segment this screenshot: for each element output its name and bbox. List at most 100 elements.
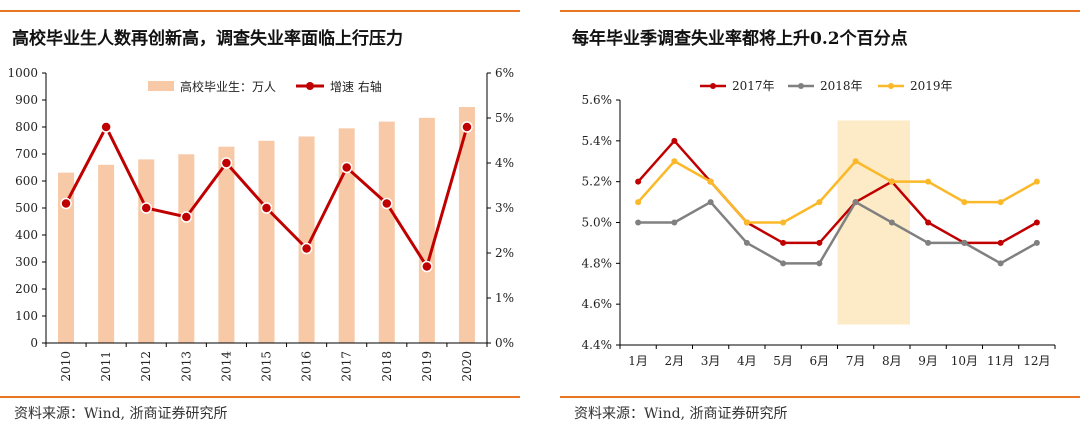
series-point-2017年-2月: [671, 137, 678, 144]
left-source: 资料来源：Wind, 浙商证券研究所: [14, 406, 228, 422]
bar-2015: [258, 140, 275, 343]
series-point-2018年-2月: [671, 219, 678, 226]
left-chart-title: 高校毕业生人数再创新高，调查失业率面临上行压力: [12, 29, 403, 49]
x-tick-label: 1月: [628, 354, 648, 368]
left-y-tick-label: 0: [30, 336, 38, 350]
left-y-tick-label: 700: [15, 147, 38, 161]
right-chart: 4.4% 4.6% 4.8% 5.0% 5.2% 5.4% 5.6% 1月 2月 3月 4月 5月 6月…: [582, 79, 1056, 368]
x-tick-label: 7月: [846, 354, 866, 368]
series-point-2018年-10月: [961, 239, 968, 246]
x-tick-label: 2017: [340, 351, 354, 382]
series-point-2019年-9月: [925, 178, 932, 185]
right-bottom-rule: [560, 396, 1080, 398]
growth-point-2017: [340, 161, 353, 174]
bar-2010: [58, 172, 75, 343]
x-tick-label: 5月: [773, 354, 793, 368]
right-top-rule: [560, 10, 1080, 12]
y-tick-label: 5.6%: [582, 93, 613, 107]
x-tick-label: 2014: [219, 351, 233, 382]
left-y-tick-label: 200: [15, 282, 38, 296]
y-tick-label: 4.8%: [582, 256, 613, 270]
series-line-2019年: [637, 159, 1038, 224]
left-y-tick-label: 300: [15, 255, 38, 269]
x-tick-label: 2020: [460, 351, 474, 382]
growth-point-2018: [381, 197, 393, 210]
growth-point-2013: [180, 211, 193, 223]
x-tick-label: 10月: [951, 354, 978, 368]
left-y-tick-label: 400: [15, 228, 38, 242]
y-tick-label: 5.4%: [582, 134, 613, 148]
series-point-2017年-1月: [635, 178, 642, 185]
left-y-tick-label: 1000: [7, 66, 38, 80]
series-point-2018年-8月: [888, 219, 895, 226]
left-y-tick-label: 800: [15, 120, 38, 134]
x-tick-label: 3月: [701, 354, 721, 368]
right-source: 资料来源：Wind, 浙商证券研究所: [574, 406, 788, 422]
bar-2012: [138, 159, 155, 343]
right-y-tick-label: 3%: [495, 201, 514, 215]
bar-2019: [418, 117, 435, 343]
left-chart: 0 100 200 300 400 500 600 700 800 900 1000 0% 1% 2% 3%…: [7, 66, 514, 382]
bar-2014: [218, 146, 235, 343]
series-point-2019年-8月: [888, 178, 895, 185]
series-point-2017年-5月: [780, 239, 787, 246]
series-point-2017年-6月: [816, 239, 823, 246]
y-tick-label: 5.2%: [582, 175, 613, 189]
x-tick-label: 9月: [918, 354, 938, 368]
x-tick-label: 2018: [380, 351, 394, 382]
legend-marker-2019年: [888, 83, 894, 89]
legend-label-2017年: 2017年: [732, 79, 775, 93]
left-y-tick-label: 900: [15, 93, 38, 107]
series-point-2018年-4月: [743, 239, 750, 246]
x-tick-label: 12月: [1023, 354, 1050, 368]
left-top-rule: [0, 10, 520, 12]
series-point-2019年-6月: [816, 199, 823, 206]
x-tick-label: 2015: [260, 351, 274, 382]
x-tick-label: 2013: [179, 351, 193, 382]
x-tick-label: 6月: [810, 354, 830, 368]
legend-bar-label: 高校毕业生：万人: [180, 79, 276, 94]
x-tick-label: 2010: [59, 351, 73, 382]
left-y-tick-label: 500: [15, 201, 38, 215]
legend-label-2018年: 2018年: [820, 79, 863, 93]
series-point-2017年-11月: [997, 239, 1004, 246]
series-point-2017年-9月: [925, 219, 932, 226]
growth-point-2020: [461, 121, 473, 133]
growth-point-2016: [300, 242, 313, 255]
growth-point-2011: [100, 121, 112, 133]
y-tick-label: 4.4%: [582, 338, 613, 352]
series-point-2019年-4月: [743, 219, 750, 226]
bar-2013: [178, 154, 195, 343]
series-point-2018年-12月: [1033, 239, 1040, 246]
y-tick-label: 5.0%: [582, 216, 613, 230]
legend-bar-swatch: [148, 81, 174, 91]
legend-label-2019年: 2019年: [910, 79, 953, 93]
bar-2011: [98, 164, 115, 343]
y-tick-label: 4.6%: [582, 297, 613, 311]
left-panel: 高校毕业生人数再创新高，调查失业率面临上行压力 0 100 200 300 400 500…: [0, 0, 530, 424]
series-point-2019年-10月: [961, 199, 968, 206]
series-point-2019年-1月: [635, 199, 642, 206]
left-y-tick-label: 100: [15, 309, 38, 323]
x-tick-label: 8月: [882, 354, 902, 368]
legend-marker-2018年: [798, 83, 804, 89]
series-point-2019年-3月: [707, 178, 714, 185]
series-point-2019年-12月: [1033, 178, 1040, 185]
series-point-2018年-1月: [635, 219, 642, 226]
series-point-2018年-7月: [852, 199, 859, 206]
growth-point-2014: [220, 157, 233, 169]
growth-point-2015: [260, 202, 273, 214]
bar-2018: [378, 121, 395, 343]
left-y-tick-label: 600: [15, 174, 38, 188]
right-panel: 每年毕业季调查失业率都将上升0.2个百分点 4.4% 4.6% 4.8% 5.0% 5.…: [560, 0, 1080, 424]
x-tick-label: 11月: [987, 354, 1014, 368]
x-tick-label: 2011: [99, 351, 113, 382]
series-point-2018年-6月: [816, 260, 823, 267]
growth-point-2010: [60, 197, 72, 210]
right-y-tick-label: 5%: [495, 111, 514, 125]
bar-2020: [458, 107, 475, 344]
x-tick-label: 2016: [300, 351, 314, 382]
series-point-2018年-5月: [780, 260, 787, 267]
bar-2017: [338, 128, 355, 343]
growth-point-2012: [140, 202, 152, 214]
